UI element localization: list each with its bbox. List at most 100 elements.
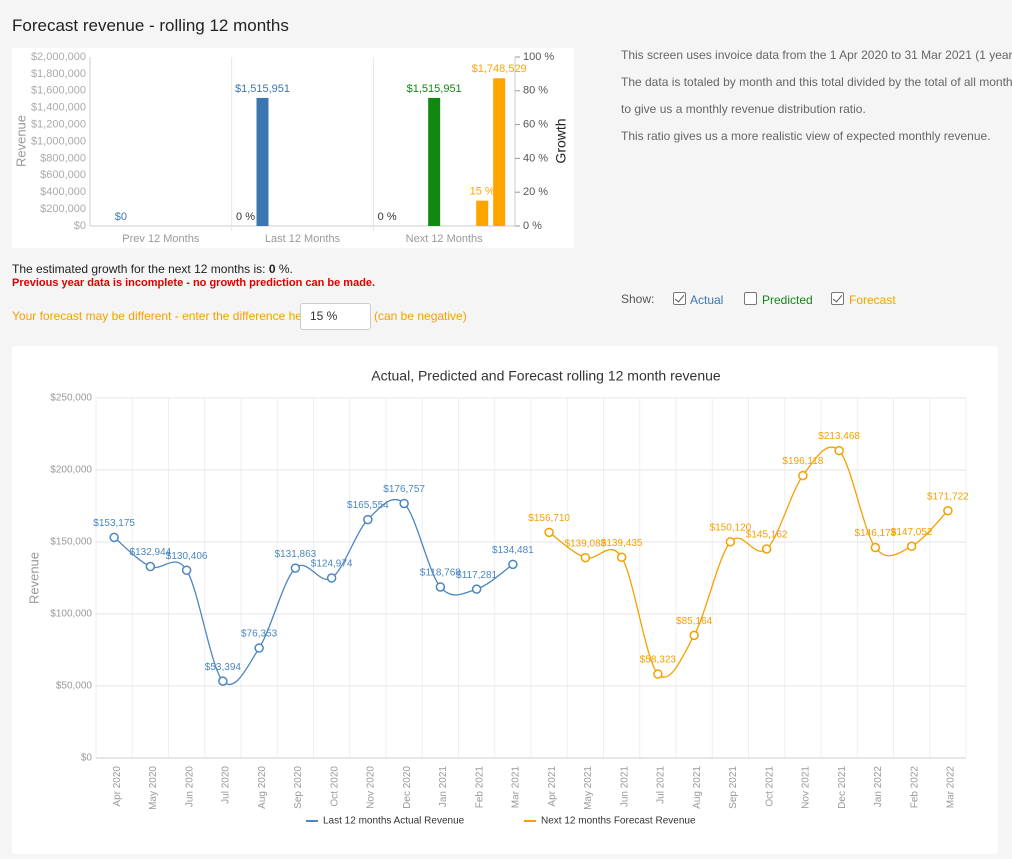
data-label: $1,748,529 (472, 63, 527, 75)
bar (428, 97, 441, 226)
data-label: $176,757 (383, 484, 425, 495)
data-label: $118,768 (420, 568, 461, 579)
legend-label: Last 12 months Actual Revenue (323, 816, 465, 827)
x-tick-label: Sep 2020 (293, 766, 304, 809)
data-point (471, 584, 482, 594)
bar (476, 200, 489, 226)
data-label: $53,394 (205, 662, 242, 673)
data-point (254, 643, 264, 653)
x-tick-label: Apr 2020 (112, 766, 123, 807)
x-tick-label: Jun 2021 (619, 766, 630, 808)
data-label: $139,435 (601, 538, 643, 549)
bar (256, 97, 269, 226)
data-label: $58,323 (640, 655, 677, 666)
growth-warning: Previous year data is incomplete - no gr… (12, 277, 376, 289)
forecast-input[interactable]: 15 % (300, 303, 371, 330)
growth-unit: %. (278, 262, 293, 276)
y-tick-label: $150,000 (50, 537, 92, 548)
y2-tick-label: 100 % (523, 51, 554, 63)
y2-tick-label: 0 % (523, 220, 542, 232)
data-point (435, 582, 446, 592)
checkbox-label[interactable]: Actual (690, 293, 724, 307)
x-tick-label: Dec 2021 (837, 766, 848, 809)
description-line: This screen uses invoice data from the 1… (621, 48, 1012, 62)
x-tick-label: Dec 2020 (402, 766, 413, 809)
checkbox-label[interactable]: Predicted (762, 293, 813, 307)
data-point (218, 676, 228, 686)
y-tick-label: $1,600,000 (31, 85, 86, 97)
x-tick-label: Nov 2020 (366, 766, 377, 809)
x-tick-label: Jan 2021 (438, 766, 449, 808)
data-label: $165,554 (347, 500, 389, 511)
data-label: $85,164 (676, 616, 713, 627)
forecast-label: Your forecast may be different - enter t… (12, 309, 316, 323)
x-tick-label: Sep 2021 (728, 766, 739, 809)
data-label: $145,162 (746, 530, 788, 541)
y-tick-label: $200,000 (50, 465, 92, 476)
trend-chart-panel: Actual, Predicted and Forecast rolling 1… (12, 346, 998, 854)
x-tick-label: May 2021 (583, 766, 594, 810)
y2-tick-label: 20 % (523, 186, 548, 198)
checkbox[interactable] (673, 292, 686, 305)
x-tick-label: Jul 2021 (656, 766, 667, 804)
y-tick-label: $250,000 (50, 393, 92, 404)
x-tick-label: Jan 2022 (873, 766, 884, 808)
data-point (544, 527, 554, 538)
x-tick-label: Prev 12 Months (122, 233, 200, 245)
y-tick-label: $1,400,000 (31, 102, 86, 114)
checkbox-label[interactable]: Forecast (849, 293, 896, 307)
data-point (761, 544, 772, 554)
description-line: The data is totaled by month and this to… (621, 75, 1012, 89)
y-tick-label: $50,000 (56, 681, 93, 692)
checkbox[interactable] (831, 292, 844, 305)
data-point (870, 542, 881, 553)
y2-tick-label: 40 % (523, 152, 548, 164)
data-label: $196,118 (782, 456, 823, 467)
x-tick-label: Feb 2021 (474, 766, 485, 809)
data-label: $153,175 (93, 518, 135, 529)
page-title: Forecast revenue - rolling 12 months (12, 16, 289, 35)
data-point (109, 532, 119, 543)
data-label: $0 (115, 211, 127, 223)
x-tick-label: Aug 2021 (692, 766, 703, 809)
y-tick-label: $1,800,000 (31, 68, 86, 80)
y-tick-label: $600,000 (40, 169, 86, 181)
y-tick-label: $0 (81, 753, 93, 764)
data-point (689, 630, 699, 641)
y-tick-label: $0 (74, 220, 86, 232)
y-tick-label: $200,000 (40, 203, 86, 215)
data-label: $117,281 (456, 570, 497, 581)
x-tick-label: Mar 2021 (511, 766, 522, 809)
x-tick-label: Oct 2020 (329, 766, 340, 807)
x-tick-label: Apr 2021 (547, 766, 558, 807)
x-tick-label: Jul 2020 (221, 766, 232, 804)
data-label: $132,944 (130, 547, 172, 558)
data-point (508, 559, 518, 570)
data-label: $146,178 (855, 528, 897, 539)
y-tick-label: $400,000 (40, 186, 86, 198)
data-point (326, 573, 337, 583)
trend-chart: Actual, Predicted and Forecast rolling 1… (26, 368, 969, 827)
y-tick-label: $1,200,000 (31, 119, 86, 131)
legend-label: Next 12 months Forecast Revenue (541, 816, 696, 827)
data-label: $171,722 (927, 491, 969, 502)
data-point (725, 537, 736, 547)
x-tick-label: Nov 2021 (801, 766, 812, 809)
growth-text: The estimated growth for the next 12 mon… (12, 262, 293, 276)
data-point (580, 552, 591, 563)
data-label: $213,468 (818, 431, 860, 442)
data-label: 15 % (470, 186, 495, 198)
data-label: $131,863 (275, 549, 317, 560)
checkbox[interactable] (744, 292, 757, 305)
forecast-hint: (can be negative) (374, 309, 467, 323)
data-point (145, 561, 156, 572)
growth-label: The estimated growth for the next 12 mon… (12, 262, 266, 276)
y-tick-label: $100,000 (50, 609, 92, 620)
data-point (798, 470, 808, 481)
x-tick-label: Last 12 Months (265, 233, 341, 245)
data-label: 0 % (378, 211, 397, 223)
data-label: $1,515,951 (235, 83, 290, 95)
data-label: $130,406 (166, 551, 208, 562)
data-point (906, 541, 917, 551)
data-label: $124,974 (311, 559, 353, 570)
